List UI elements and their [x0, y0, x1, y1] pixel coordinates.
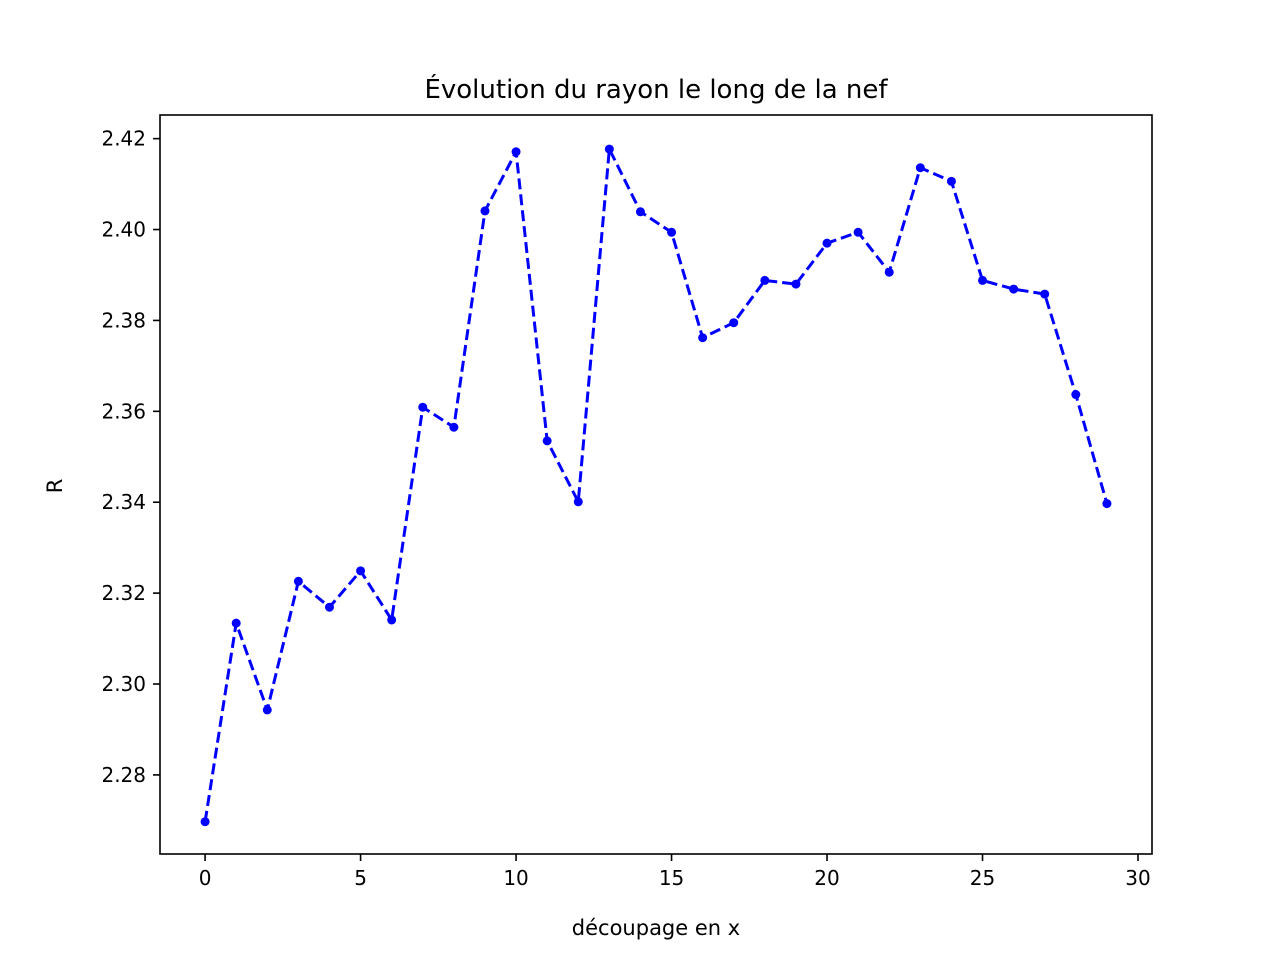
data-point	[1102, 499, 1112, 509]
y-tick-label: 2.32	[101, 581, 146, 605]
y-axis-label: R	[43, 479, 67, 494]
x-tick-label: 10	[503, 866, 528, 890]
data-point	[356, 566, 366, 576]
data-point	[635, 207, 645, 217]
y-tick-label: 2.36	[101, 399, 146, 423]
data-point	[1009, 284, 1019, 294]
data-point	[573, 497, 583, 507]
x-tick-label: 15	[659, 866, 684, 890]
y-tick-label: 2.42	[101, 127, 146, 151]
data-point	[729, 318, 739, 328]
data-point	[480, 206, 490, 216]
data-point	[231, 618, 241, 628]
data-point	[884, 267, 894, 277]
x-tick-label: 5	[354, 866, 367, 890]
plot-area	[200, 144, 1112, 827]
data-point	[200, 817, 210, 827]
y-tick-label: 2.38	[101, 308, 146, 332]
data-point	[449, 422, 459, 432]
data-point	[978, 275, 988, 285]
x-tick-label: 30	[1125, 866, 1150, 890]
data-point	[1040, 289, 1050, 299]
data-point	[760, 275, 770, 285]
chart-title: Évolution du rayon le long de la nef	[424, 73, 888, 105]
y-tick-label: 2.30	[101, 672, 146, 696]
data-point	[387, 615, 397, 625]
data-point	[511, 147, 521, 157]
data-point	[946, 176, 956, 186]
data-point	[293, 576, 303, 586]
data-point	[324, 602, 334, 612]
y-tick-label: 2.28	[101, 763, 146, 787]
data-point	[667, 227, 677, 237]
axes: 0 5 10 15 20 25 30 2.28 2.30 2.32 2.34 2.36 2.38 2.40…	[101, 114, 1153, 890]
x-tick-label: 0	[199, 866, 212, 890]
data-point	[418, 402, 428, 412]
series-line	[203, 147, 1109, 822]
y-tick-label: 2.40	[101, 218, 146, 242]
data-point	[1071, 390, 1081, 400]
data-point	[604, 144, 614, 154]
x-tick-label: 25	[970, 866, 995, 890]
data-point	[698, 333, 708, 343]
y-tick-label: 2.34	[101, 490, 146, 514]
axes-frame	[159, 114, 1153, 855]
x-axis-label: découpage en x	[572, 916, 740, 940]
data-point	[853, 227, 863, 237]
data-point	[262, 705, 272, 715]
x-tick-label: 20	[814, 866, 839, 890]
data-point	[822, 238, 832, 248]
data-point	[791, 279, 801, 289]
data-point	[915, 163, 925, 173]
data-point	[542, 436, 552, 446]
